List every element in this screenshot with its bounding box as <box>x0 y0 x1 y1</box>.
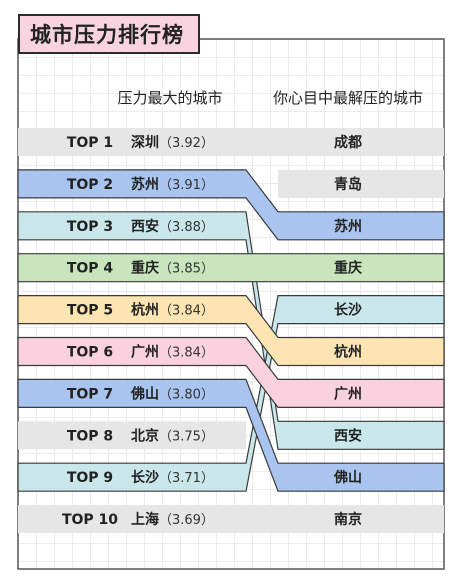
rank-label: TOP 1 <box>67 135 113 151</box>
right-city-label: 成都 <box>334 134 362 151</box>
right-city-label: 南京 <box>334 511 362 528</box>
right-column-header: 你心目中最解压的城市 <box>273 89 423 107</box>
right-band <box>278 169 444 198</box>
left-column-header: 压力最大的城市 <box>117 89 222 107</box>
rank-label: TOP 9 <box>67 470 113 486</box>
left-city-label: 西安 <box>131 218 159 235</box>
rank-label: TOP 3 <box>67 219 113 235</box>
score-label: （3.84） <box>159 346 214 361</box>
full-row-band <box>18 128 444 156</box>
rank-label: TOP 6 <box>67 345 113 361</box>
right-city-label: 杭州 <box>334 344 362 361</box>
right-city-label: 西安 <box>334 427 362 444</box>
score-label: （3.69） <box>159 513 214 528</box>
score-label: （3.84） <box>159 304 214 319</box>
left-city-label: 杭州 <box>131 302 159 319</box>
connector-band <box>17 253 445 283</box>
score-label: （3.75） <box>159 429 214 444</box>
rank-label: TOP 5 <box>67 303 113 319</box>
rank-label: TOP 10 <box>62 512 118 528</box>
left-city-label: 北京 <box>131 427 159 444</box>
chart-title: 城市压力排行榜 <box>18 14 200 54</box>
connector-band <box>17 336 445 408</box>
left-city-label: 重庆 <box>131 260 159 277</box>
right-city-label: 苏州 <box>334 218 362 235</box>
left-city-label: 上海 <box>131 511 159 528</box>
left-city-label: 佛山 <box>130 385 159 402</box>
rank-label: TOP 8 <box>67 428 113 444</box>
connector-band <box>17 169 445 241</box>
score-label: （3.92） <box>159 136 214 151</box>
left-city-label: 广州 <box>131 344 159 361</box>
left-band <box>18 421 246 450</box>
connector-band <box>17 295 445 367</box>
score-label: （3.85） <box>159 262 214 277</box>
rank-label: TOP 7 <box>67 386 113 402</box>
score-label: （3.80） <box>159 387 214 402</box>
connector-band <box>17 378 445 492</box>
score-label: （3.88） <box>159 220 214 235</box>
score-label: （3.71） <box>159 471 214 486</box>
left-city-label: 深圳 <box>131 134 159 151</box>
full-row-band <box>18 505 444 534</box>
right-city-label: 重庆 <box>334 260 362 277</box>
right-city-label: 佛山 <box>333 469 362 486</box>
left-city-label: 苏州 <box>131 176 159 193</box>
score-label: （3.91） <box>159 178 214 193</box>
rank-label: TOP 4 <box>67 261 114 277</box>
rank-label: TOP 2 <box>67 177 113 193</box>
right-city-label: 青岛 <box>334 176 362 193</box>
right-city-label: 广州 <box>334 385 362 402</box>
right-city-label: 长沙 <box>334 302 362 319</box>
left-city-label: 长沙 <box>131 469 159 486</box>
